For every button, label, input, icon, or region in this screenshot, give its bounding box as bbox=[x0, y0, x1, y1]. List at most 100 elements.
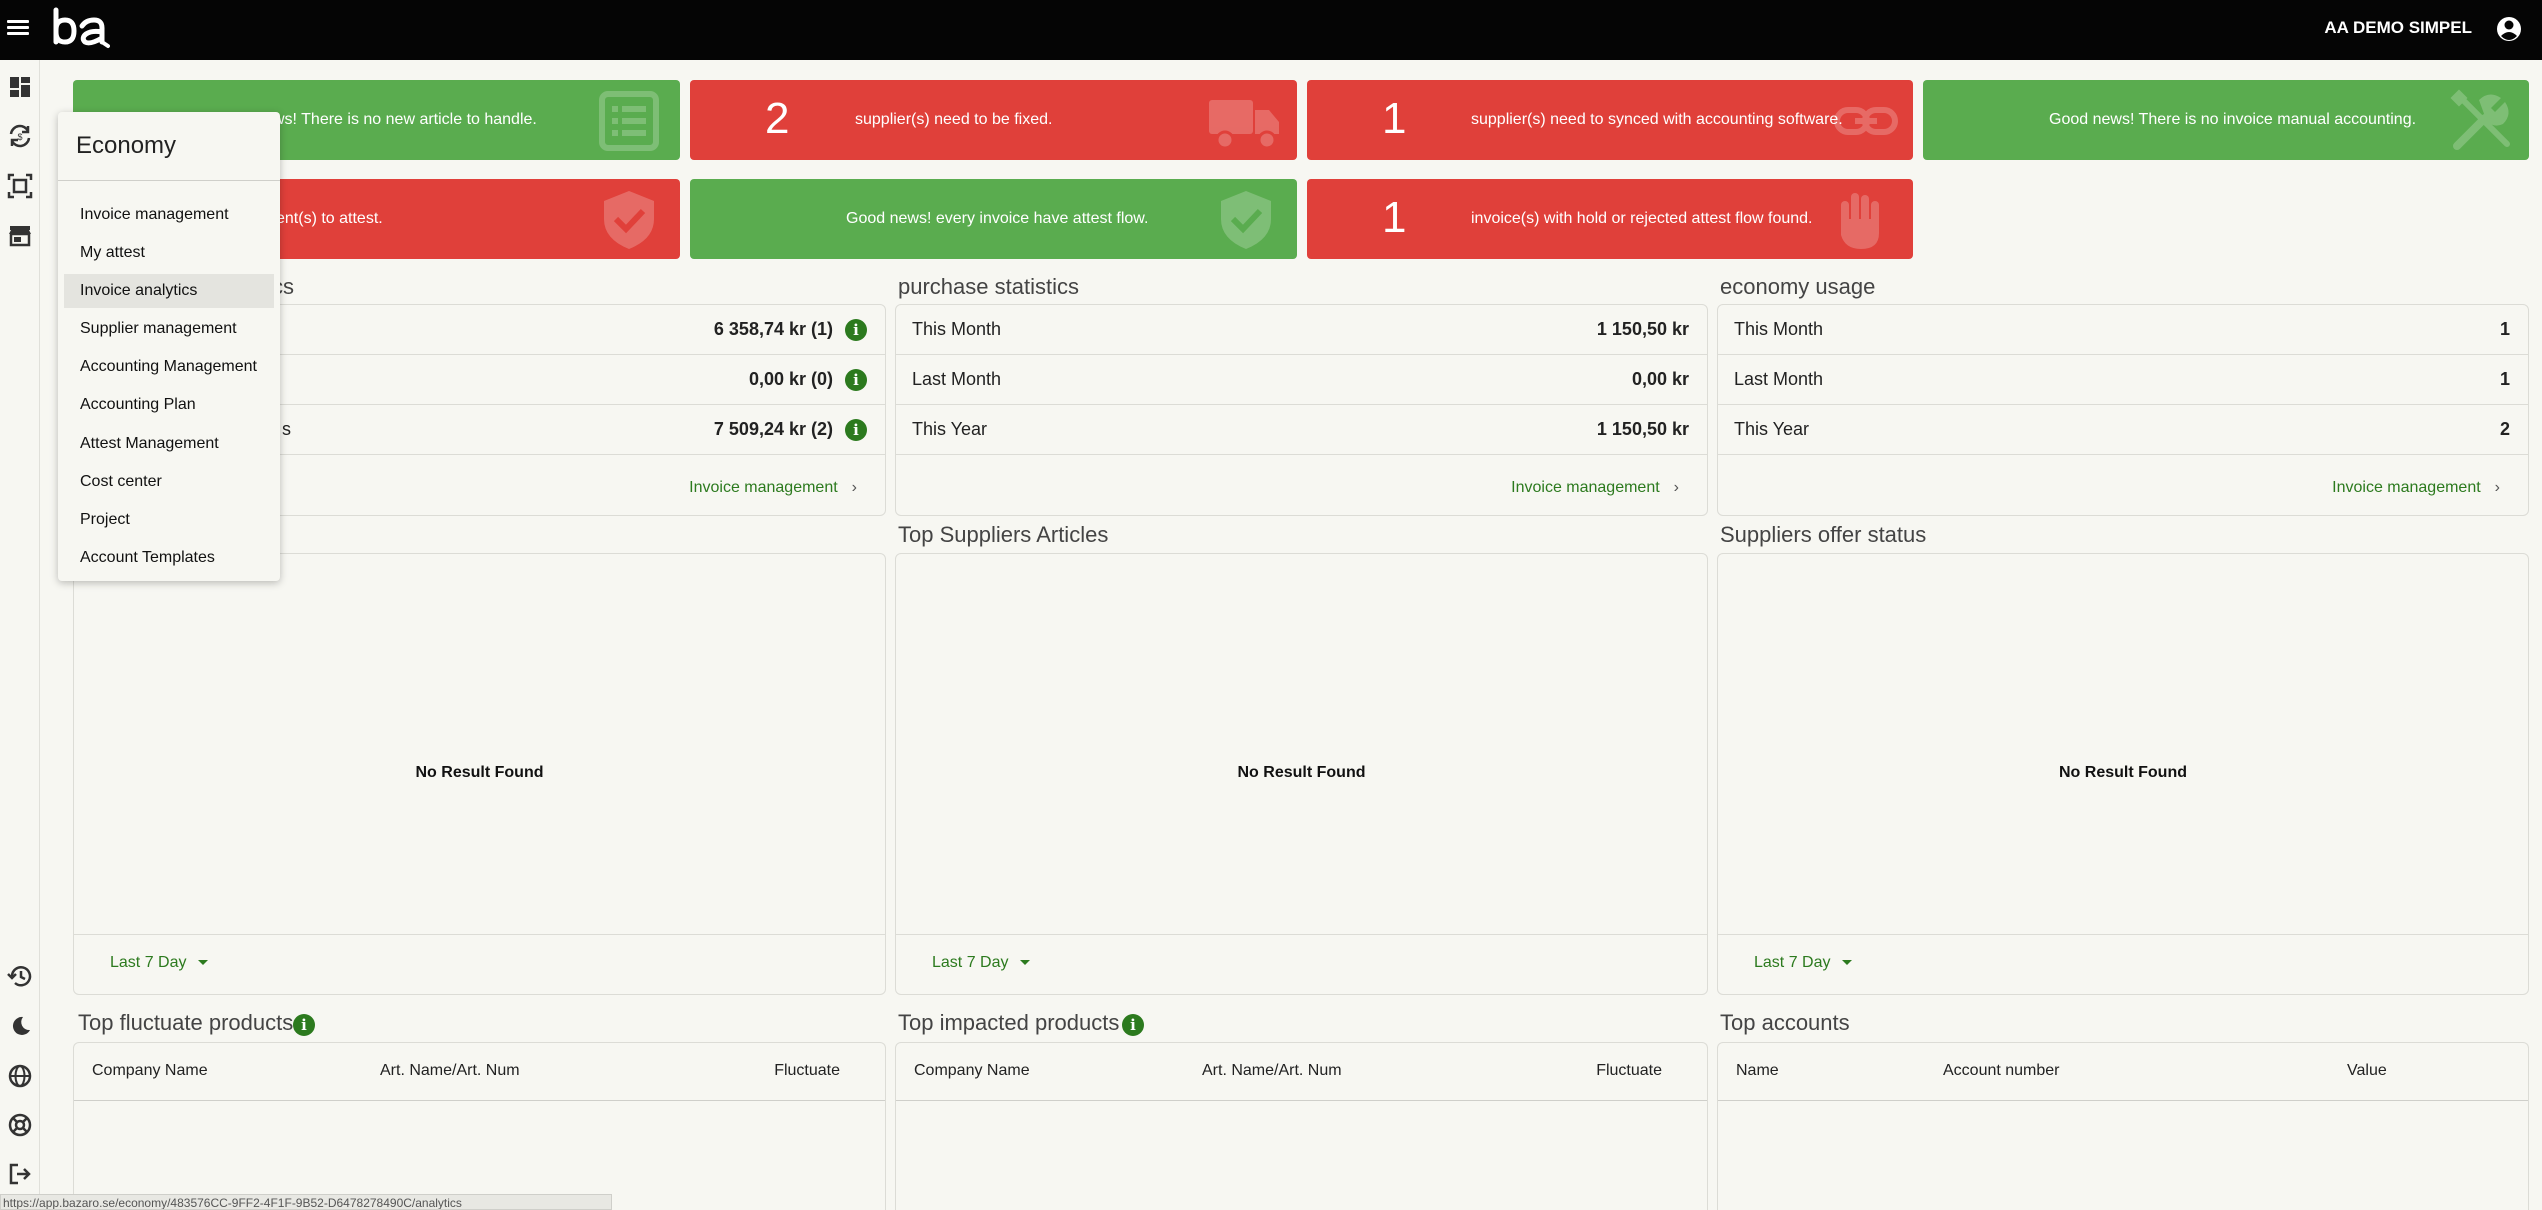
menu-item-cost-center[interactable]: Cost center bbox=[80, 473, 162, 490]
column-header[interactable]: Company Name bbox=[92, 1062, 208, 1079]
info-icon[interactable]: i bbox=[845, 419, 867, 441]
menu-item-invoice-management[interactable]: Invoice management bbox=[80, 206, 229, 223]
stat-row: Last Month 0,00 kr bbox=[896, 355, 1707, 405]
chevron-right-icon: › bbox=[851, 479, 857, 496]
range-label: Last 7 Day bbox=[110, 954, 187, 971]
support-lifebuoy-icon[interactable] bbox=[6, 1111, 34, 1139]
stat-row: This Month 1 bbox=[1718, 305, 2528, 355]
purchase-statistics-title: purchase statistics bbox=[898, 274, 1079, 299]
svg-text:$: $ bbox=[17, 132, 22, 142]
column-header[interactable]: Art. Name/Art. Num bbox=[1202, 1062, 1342, 1079]
shield-check-icon bbox=[604, 191, 654, 249]
alert-suppliers-to-fix[interactable]: 2 supplier(s) need to be fixed. bbox=[690, 80, 1297, 160]
menu-item-attest-management[interactable]: Attest Management bbox=[80, 435, 219, 452]
top-impacted-products-table: Company Name Art. Name/Art. Num Fluctuat… bbox=[895, 1042, 1708, 1210]
menu-item-my-attest[interactable]: My attest bbox=[80, 244, 145, 261]
top-fluctuate-products-table: Company Name Art. Name/Art. Num Fluctuat… bbox=[73, 1042, 886, 1210]
column-header[interactable]: Company Name bbox=[914, 1062, 1030, 1079]
account-circle-icon[interactable] bbox=[2494, 14, 2524, 44]
top-bar: AA DEMO SIMPEL bbox=[0, 0, 2542, 60]
stat-row: Last Month 1 bbox=[1718, 355, 2528, 405]
alert-every-invoice-attest-flow[interactable]: Good news! every invoice have attest flo… bbox=[690, 179, 1297, 259]
menu-item-project[interactable]: Project bbox=[80, 511, 130, 528]
info-icon[interactable]: i bbox=[1122, 1014, 1144, 1036]
economy-usage-title: economy usage bbox=[1720, 274, 1876, 299]
alert-message: supplier(s) need to be fixed. bbox=[855, 111, 1053, 128]
menu-item-account-templates[interactable]: Account Templates bbox=[80, 549, 215, 566]
stat-value: 1 150,50 kr bbox=[1596, 419, 1689, 439]
invoice-management-link[interactable]: Invoice management › bbox=[1511, 479, 1679, 497]
column-header[interactable]: Account number bbox=[1943, 1062, 2060, 1079]
dark-mode-icon[interactable] bbox=[6, 1012, 34, 1040]
logout-icon[interactable] bbox=[6, 1160, 34, 1188]
menu-item-invoice-analytics[interactable]: Invoice analytics bbox=[64, 274, 274, 308]
stat-value: 1 bbox=[2499, 369, 2510, 389]
link-label: Invoice management bbox=[689, 479, 838, 496]
stat-row: This Year 2 bbox=[1718, 405, 2528, 455]
no-result-text: No Result Found bbox=[2059, 764, 2187, 781]
menu-item-accounting-management[interactable]: Accounting Management bbox=[80, 358, 257, 375]
company-name[interactable]: AA DEMO SIMPEL bbox=[2324, 18, 2472, 37]
top-accounts-table: Name Account number Value bbox=[1717, 1042, 2529, 1210]
table-header: Name Account number Value bbox=[1718, 1043, 2528, 1101]
no-result-text: No Result Found bbox=[1237, 764, 1366, 781]
date-range-dropdown[interactable]: Last 7 Day bbox=[110, 954, 209, 972]
alert-message: ent(s) to attest. bbox=[276, 210, 383, 227]
info-icon[interactable]: i bbox=[845, 369, 867, 391]
column-header[interactable]: Art. Name/Art. Num bbox=[380, 1062, 520, 1079]
invoice-management-link[interactable]: Invoice management › bbox=[2332, 479, 2500, 497]
date-range-dropdown[interactable]: Last 7 Day bbox=[1754, 954, 1853, 972]
menu-item-supplier-management[interactable]: Supplier management bbox=[80, 320, 237, 337]
chart-footer: Last 7 Day bbox=[896, 934, 1707, 994]
alert-no-manual-accounting[interactable]: Good news! There is no invoice manual ac… bbox=[1923, 80, 2529, 160]
alert-count: 2 bbox=[765, 94, 790, 143]
column-header[interactable]: Fluctuate bbox=[1596, 1062, 1662, 1079]
alert-message: invoice(s) with hold or rejected attest … bbox=[1471, 210, 1813, 227]
hand-icon bbox=[1841, 193, 1879, 249]
list-icon bbox=[599, 91, 659, 151]
link-icon bbox=[1834, 107, 1898, 135]
alert-suppliers-to-sync[interactable]: 1 supplier(s) need to synced with accoun… bbox=[1307, 80, 1913, 160]
hamburger-menu-icon[interactable] bbox=[7, 17, 29, 39]
info-icon[interactable]: i bbox=[293, 1014, 315, 1036]
stat-label: This Month bbox=[1734, 319, 1824, 339]
dashboard-icon[interactable] bbox=[6, 73, 34, 101]
alert-message: ws! There is no new article to handle. bbox=[273, 111, 537, 128]
invoice-management-link[interactable]: Invoice management › bbox=[689, 479, 857, 497]
ba-logo[interactable] bbox=[52, 6, 110, 50]
tools-icon bbox=[2450, 89, 2510, 150]
alert-message: Good news! every invoice have attest flo… bbox=[846, 210, 1149, 227]
stat-label: s bbox=[282, 419, 291, 439]
stat-value: 0,00 kr bbox=[1631, 369, 1689, 389]
chart-footer: Last 7 Day bbox=[1718, 934, 2528, 994]
date-range-dropdown[interactable]: Last 7 Day bbox=[932, 954, 1031, 972]
range-label: Last 7 Day bbox=[1754, 954, 1831, 971]
menu-item-accounting-plan[interactable]: Accounting Plan bbox=[80, 396, 196, 413]
top-accounts-title: Top accounts bbox=[1720, 1010, 1850, 1035]
column-header[interactable]: Value bbox=[2347, 1062, 2387, 1079]
column-header[interactable]: Name bbox=[1736, 1062, 1779, 1079]
left-rail: $ bbox=[0, 60, 40, 1210]
stat-value: 6 358,74 kr (1) bbox=[713, 319, 833, 339]
table-header: Company Name Art. Name/Art. Num Fluctuat… bbox=[896, 1043, 1707, 1101]
alert-count: 1 bbox=[1382, 94, 1407, 143]
top-suppliers-articles-panel: No Result Found Last 7 Day bbox=[895, 553, 1708, 995]
menu-title: Economy bbox=[76, 132, 177, 159]
status-bar-url: https://app.bazaro.se/economy/483576CC-9… bbox=[0, 1194, 612, 1210]
economy-sync-icon[interactable]: $ bbox=[6, 122, 34, 150]
top-suppliers-articles-title: Top Suppliers Articles bbox=[898, 522, 1109, 547]
stat-row: This Month 1 150,50 kr bbox=[896, 305, 1707, 355]
store-icon[interactable] bbox=[6, 221, 34, 249]
info-icon[interactable]: i bbox=[845, 319, 867, 341]
column-header[interactable]: Fluctuate bbox=[774, 1062, 840, 1079]
language-globe-icon[interactable] bbox=[6, 1062, 34, 1090]
history-icon[interactable] bbox=[6, 962, 34, 990]
chart-footer: Last 7 Day bbox=[74, 934, 885, 994]
no-result-text: No Result Found bbox=[415, 764, 544, 781]
caret-down-icon bbox=[198, 960, 209, 966]
alert-invoices-on-hold[interactable]: 1 invoice(s) with hold or rejected attes… bbox=[1307, 179, 1913, 259]
stat-row: This Year 1 150,50 kr bbox=[896, 405, 1707, 455]
stat-value: 2 bbox=[2499, 419, 2510, 439]
caret-down-icon bbox=[1020, 960, 1031, 966]
scan-document-icon[interactable] bbox=[6, 172, 34, 200]
